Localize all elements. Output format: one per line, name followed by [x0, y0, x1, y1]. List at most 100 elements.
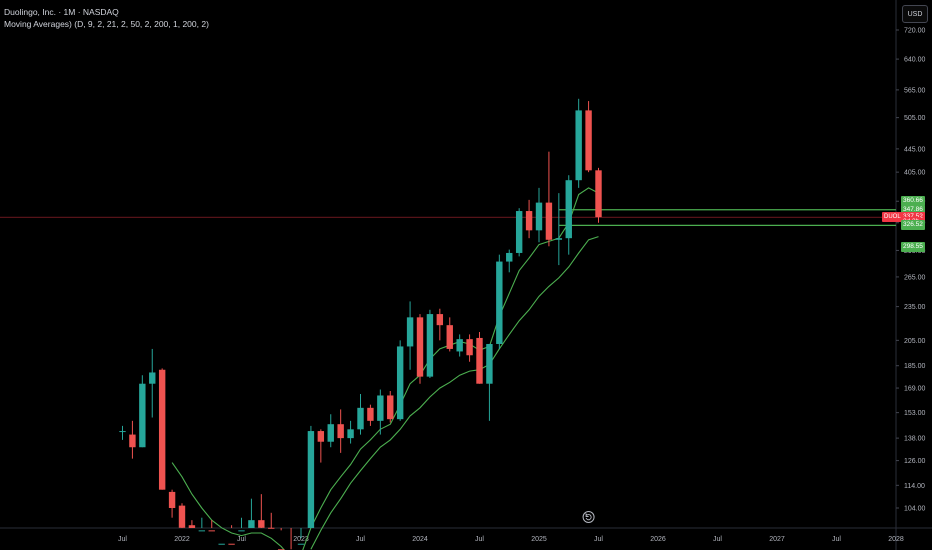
x-tick-label: 2026 [650, 536, 666, 543]
y-tick-label: 205.00 [904, 338, 926, 345]
candle [436, 308, 444, 341]
candle-body [525, 211, 533, 231]
candle [337, 409, 344, 453]
candle [496, 254, 503, 349]
candle [149, 348, 156, 418]
indicator-title[interactable]: Moving Averages) (D, 9, 2, 21, 2, 50, 2,… [4, 19, 209, 29]
candle [238, 517, 245, 532]
candle-body [119, 431, 126, 433]
x-tick-label: 2024 [412, 536, 428, 543]
candle-body [555, 238, 563, 240]
candle [119, 425, 126, 440]
candle-body [535, 202, 543, 231]
x-tick-label: Jul [356, 536, 365, 543]
x-tick-label: Jul [237, 536, 246, 543]
candle [168, 489, 176, 518]
candle [565, 175, 572, 255]
candle-body [228, 543, 235, 545]
candle [198, 517, 206, 532]
x-tick-label: 2023 [293, 536, 309, 543]
candle [466, 334, 473, 362]
replay-arrow-icon [585, 512, 592, 521]
y-tick-label: 505.00 [904, 115, 926, 122]
candle-body [406, 317, 414, 347]
y-tick-label: 640.00 [904, 57, 926, 64]
candle [290, 528, 292, 550]
candle-body [595, 170, 602, 218]
moving-average-2 [310, 236, 599, 550]
symbol-title[interactable]: Duolingo, Inc. · 1M · NASDAQ [4, 7, 119, 17]
candle-body [426, 314, 434, 377]
candle [178, 503, 186, 528]
candle-body [347, 429, 354, 439]
candle [387, 390, 394, 423]
candle-body [416, 317, 424, 377]
candle-body [367, 407, 374, 421]
y-tick-label: 720.00 [904, 28, 926, 35]
moving-average-1 [171, 187, 599, 550]
candle-body [377, 395, 384, 421]
price-tag: 298.55 [901, 242, 925, 253]
candle [545, 151, 553, 247]
candle-body [486, 343, 493, 384]
y-tick-label: 445.00 [904, 146, 926, 153]
candle [139, 375, 146, 448]
candle [446, 317, 453, 352]
candle-body [258, 520, 265, 528]
candle-body [149, 372, 156, 384]
candle [535, 187, 543, 243]
candle [158, 368, 166, 490]
y-tick-label: 405.00 [904, 170, 926, 177]
y-tick-label: 169.00 [904, 386, 926, 393]
candle-body [307, 431, 315, 528]
candle-body [476, 337, 483, 384]
candle [297, 528, 305, 545]
currency-button[interactable]: USD [902, 5, 928, 23]
candle-body [466, 339, 473, 356]
y-tick-label: 185.00 [904, 363, 926, 370]
candle-body [208, 530, 215, 532]
candle [129, 420, 136, 459]
candle-body [446, 325, 453, 349]
candle-body [456, 339, 463, 352]
candle [188, 520, 196, 528]
candle [555, 193, 563, 266]
candle [228, 525, 235, 545]
candle [377, 389, 384, 435]
candle [595, 167, 602, 223]
candle [585, 101, 592, 173]
candle [525, 199, 533, 239]
candle-body [188, 525, 196, 528]
candle [515, 208, 523, 257]
candle-body [238, 530, 245, 532]
y-tick-label: 126.00 [904, 458, 926, 465]
earnings-marker-icon [582, 511, 595, 523]
x-tick-label: 2025 [531, 536, 547, 543]
y-tick-label: 153.00 [904, 410, 926, 417]
ticker-label: DUOL [882, 212, 903, 223]
candle-body [218, 543, 225, 545]
candle-body [168, 491, 176, 508]
x-tick-label: 2027 [769, 536, 785, 543]
chart-legend: Duolingo, Inc. · 1M · NASDAQ Moving Aver… [4, 6, 209, 30]
x-tick-label: 2028 [888, 536, 904, 543]
x-tick-label: 2022 [174, 536, 190, 543]
candle [406, 301, 414, 370]
candle [357, 393, 364, 435]
candle [248, 498, 255, 528]
candle [307, 425, 315, 528]
candle [506, 249, 513, 273]
candle [208, 520, 215, 532]
candle [486, 343, 493, 421]
candle [268, 512, 275, 529]
y-tick-label: 138.00 [904, 436, 926, 443]
x-tick-label: Jul [475, 536, 484, 543]
price-tag: 326.52 [901, 220, 925, 231]
candle-body [178, 505, 186, 528]
candle [347, 420, 354, 444]
candle-body [565, 180, 572, 239]
candle-body [585, 110, 592, 171]
x-tick-label: Jul [832, 536, 841, 543]
candle-body [317, 431, 325, 442]
